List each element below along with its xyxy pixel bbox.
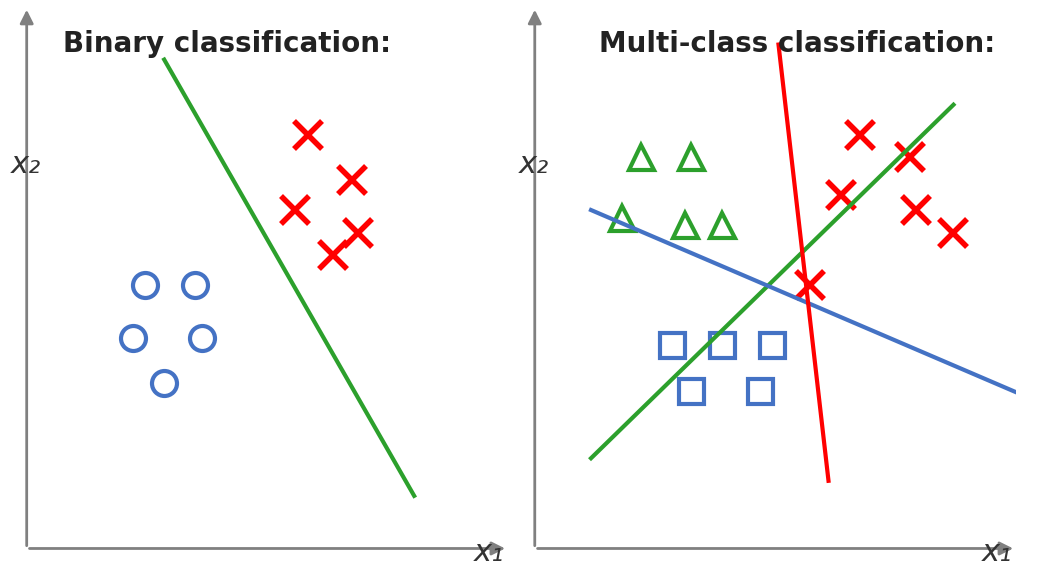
Text: Multi-class classification:: Multi-class classification: — [599, 29, 996, 57]
Text: x₁: x₁ — [982, 538, 1013, 567]
Text: x₁: x₁ — [474, 538, 505, 567]
Text: x₂: x₂ — [519, 150, 549, 179]
Text: x₂: x₂ — [11, 150, 41, 179]
Text: Binary classification:: Binary classification: — [62, 29, 390, 57]
